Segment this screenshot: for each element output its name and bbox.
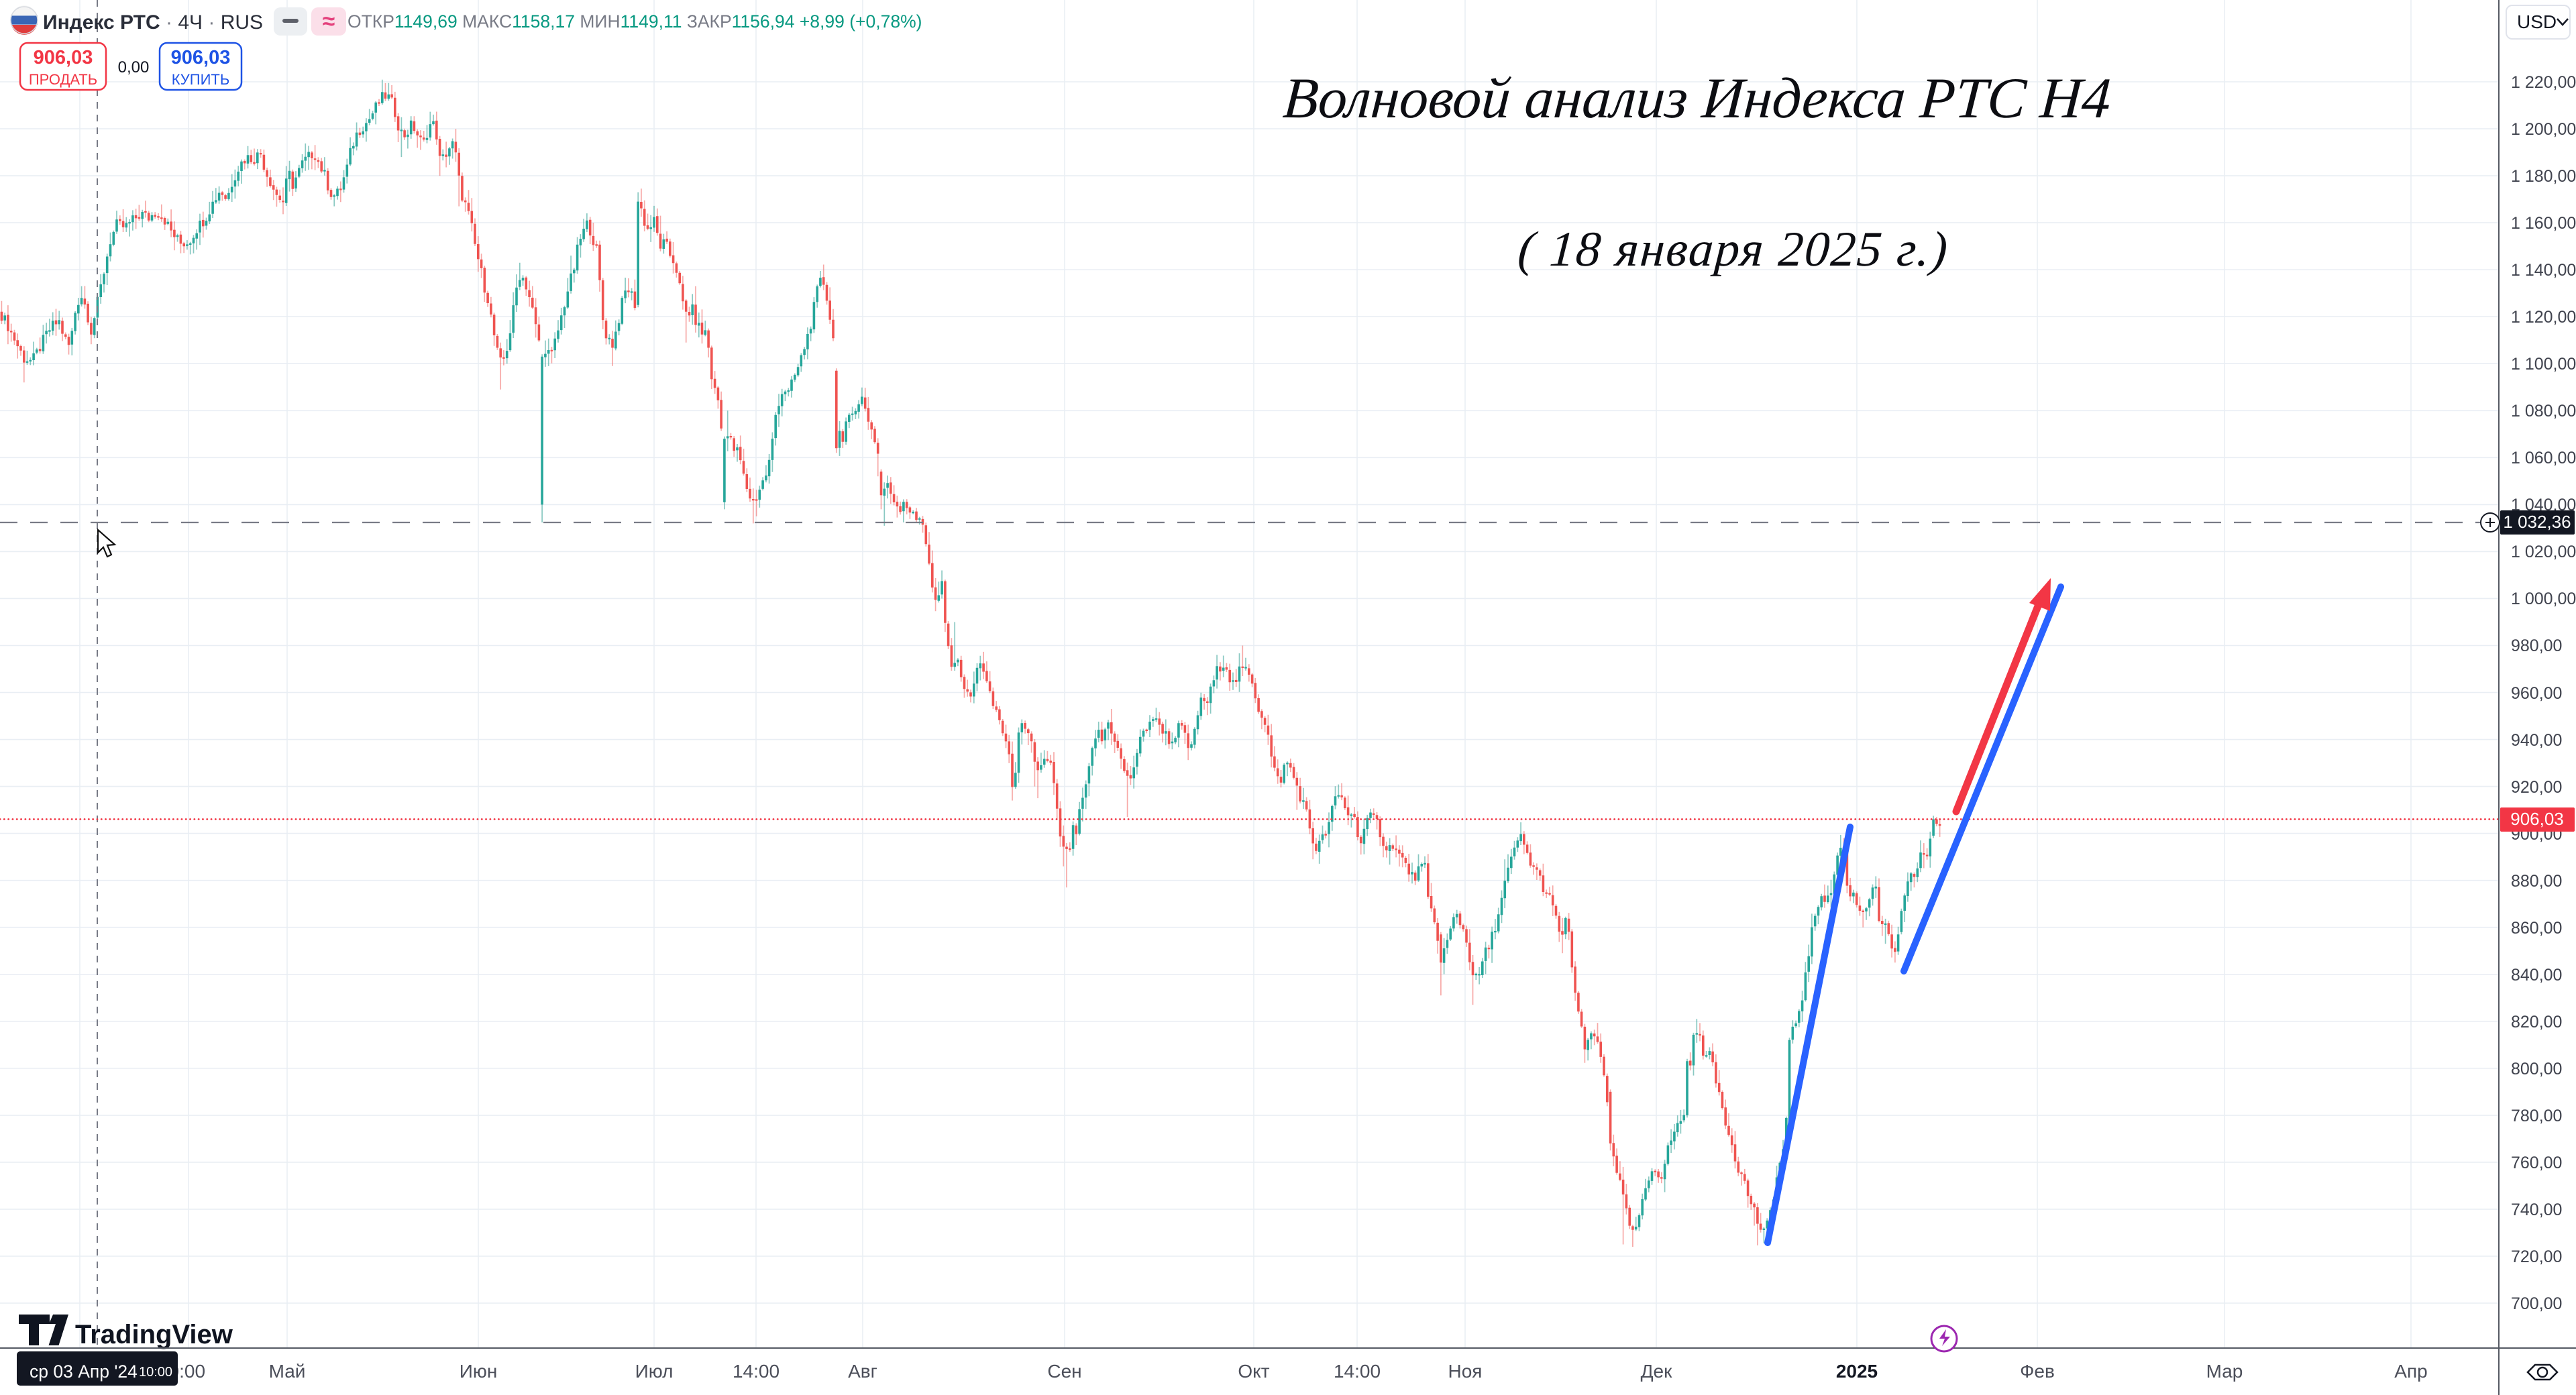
- svg-text:Май: Май: [269, 1361, 306, 1382]
- svg-text:ср 03 Апр '24: ср 03 Апр '24: [30, 1361, 138, 1382]
- svg-text:Фев: Фев: [2020, 1361, 2055, 1382]
- svg-text:Авг: Авг: [848, 1361, 877, 1382]
- svg-text:820,00: 820,00: [2511, 1013, 2562, 1031]
- svg-text:1 160,00: 1 160,00: [2511, 214, 2576, 233]
- svg-text:КУПИТЬ: КУПИТЬ: [172, 71, 230, 88]
- svg-text:Дек: Дек: [1641, 1361, 1673, 1382]
- svg-text:10:00: 10:00: [139, 1365, 172, 1380]
- svg-text:Апр: Апр: [2394, 1361, 2427, 1382]
- svg-text:1 140,00: 1 140,00: [2511, 261, 2576, 280]
- svg-text:Июн: Июн: [460, 1361, 498, 1382]
- svg-text:860,00: 860,00: [2511, 919, 2562, 938]
- svg-text:940,00: 940,00: [2511, 731, 2562, 750]
- svg-text:906,03: 906,03: [171, 47, 231, 68]
- svg-text:14:00: 14:00: [733, 1361, 780, 1382]
- svg-text:TradingView: TradingView: [75, 1320, 233, 1349]
- svg-text:( 18 января 2025 г.): ( 18 января 2025 г.): [1516, 222, 1950, 277]
- svg-text:1 120,00: 1 120,00: [2511, 308, 2576, 327]
- svg-text:880,00: 880,00: [2511, 872, 2562, 891]
- svg-text:Ноя: Ноя: [1448, 1361, 1483, 1382]
- svg-text:1 220,00: 1 220,00: [2511, 73, 2576, 92]
- svg-text:2025: 2025: [1836, 1361, 1878, 1382]
- svg-text:960,00: 960,00: [2511, 684, 2562, 703]
- svg-text:1 060,00: 1 060,00: [2511, 449, 2576, 467]
- svg-text:ПРОДАТЬ: ПРОДАТЬ: [29, 71, 97, 88]
- svg-text:Окт: Окт: [1238, 1361, 1269, 1382]
- svg-text:720,00: 720,00: [2511, 1247, 2562, 1266]
- svg-text:1 180,00: 1 180,00: [2511, 167, 2576, 186]
- svg-text:906,03: 906,03: [2510, 809, 2564, 829]
- svg-text:USD: USD: [2517, 11, 2557, 32]
- svg-text:14:00: 14:00: [1334, 1361, 1381, 1382]
- svg-text:1 100,00: 1 100,00: [2511, 355, 2576, 374]
- svg-text:840,00: 840,00: [2511, 966, 2562, 985]
- svg-text:980,00: 980,00: [2511, 636, 2562, 655]
- svg-text:0,00: 0,00: [118, 58, 150, 76]
- svg-text:Мар: Мар: [2206, 1361, 2243, 1382]
- svg-text:800,00: 800,00: [2511, 1060, 2562, 1078]
- svg-text:1 080,00: 1 080,00: [2511, 402, 2576, 421]
- svg-text:1 200,00: 1 200,00: [2511, 120, 2576, 139]
- svg-text:1 000,00: 1 000,00: [2511, 590, 2576, 608]
- svg-text:780,00: 780,00: [2511, 1107, 2562, 1125]
- svg-text:Волновой анализ Индекса РТС Н: Волновой анализ Индекса РТС Н4: [1281, 66, 2113, 130]
- svg-text:1 032,36: 1 032,36: [2503, 512, 2571, 532]
- svg-text:Июл: Июл: [635, 1361, 674, 1382]
- svg-text:Сен: Сен: [1047, 1361, 1081, 1382]
- svg-text:ОТКР1149,69 МАКС1158,17 МИН114: ОТКР1149,69 МАКС1158,17 МИН1149,11 ЗАКР1…: [347, 11, 922, 32]
- svg-text:≈: ≈: [323, 9, 335, 34]
- svg-text:700,00: 700,00: [2511, 1294, 2562, 1313]
- svg-text:740,00: 740,00: [2511, 1201, 2562, 1219]
- svg-text:Индекс РТС · 4Ч · RUS: Индекс РТС · 4Ч · RUS: [43, 11, 263, 34]
- svg-text:760,00: 760,00: [2511, 1154, 2562, 1172]
- svg-text:906,03: 906,03: [34, 47, 93, 68]
- svg-text:1 020,00: 1 020,00: [2511, 543, 2576, 561]
- svg-text:920,00: 920,00: [2511, 778, 2562, 797]
